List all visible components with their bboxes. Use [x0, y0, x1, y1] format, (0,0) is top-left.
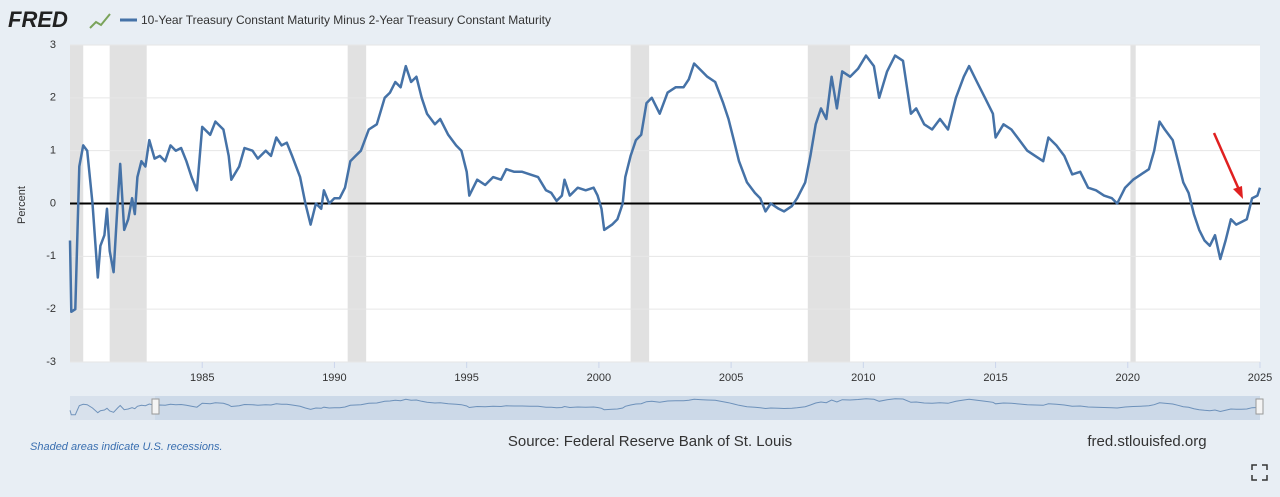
x-tick-label: 2000 [587, 372, 611, 384]
y-tick-label: 3 [50, 39, 56, 51]
navigator-series [69, 398, 1261, 416]
annotation-arrowhead [1233, 186, 1243, 199]
data-line [68, 54, 1262, 314]
y-axis-label: Percent [16, 186, 28, 224]
logo-icon [89, 13, 111, 29]
plot [68, 44, 1262, 368]
y-tick-label: 0 [50, 197, 56, 209]
y-tick-label: -2 [46, 303, 56, 315]
x-tick-label: 2015 [983, 372, 1007, 384]
y-tick-label: 1 [50, 145, 56, 157]
site-url: fred.stlouisfed.org [1087, 433, 1206, 450]
x-tick-label: 2005 [719, 372, 743, 384]
y-tick-label: -1 [46, 250, 56, 262]
legend-label: 10-Year Treasury Constant Maturity Minus… [141, 13, 551, 27]
x-tick-label: 1995 [454, 372, 478, 384]
x-tick-label: 2020 [1116, 372, 1140, 384]
fullscreen-icon[interactable] [1251, 464, 1268, 481]
y-tick-label: 2 [50, 92, 56, 104]
x-tick-label: 2010 [851, 372, 875, 384]
navigator-handle[interactable] [151, 398, 160, 415]
recession-note: Shaded areas indicate U.S. recessions. [30, 441, 223, 453]
x-tick-label: 1985 [190, 372, 214, 384]
y-tick-label: -3 [46, 356, 56, 368]
x-tick-label: 1990 [322, 372, 346, 384]
navigator-handle[interactable] [1255, 398, 1264, 415]
logo: FRED [8, 7, 68, 32]
source: Source: Federal Reserve Bank of St. Loui… [508, 433, 792, 450]
navigator-line [69, 398, 1261, 416]
annotation-arrow [1212, 132, 1242, 193]
x-tick-label: 2025 [1248, 372, 1272, 384]
